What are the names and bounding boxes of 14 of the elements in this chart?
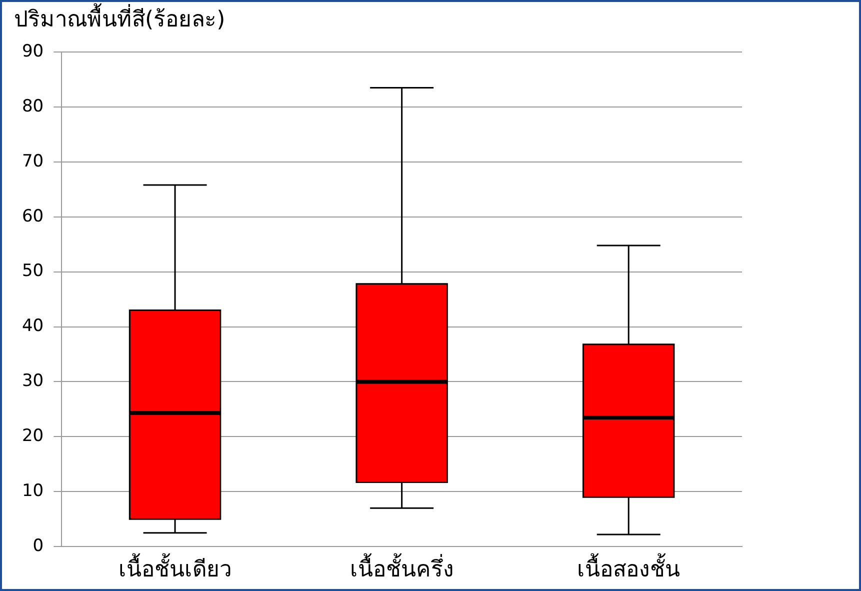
- y-tick-label: 10: [22, 481, 44, 502]
- y-tick-label: 30: [22, 371, 44, 392]
- y-tick-label: 60: [22, 206, 44, 226]
- y-tick-label: 50: [22, 261, 44, 282]
- y-tick-label: 0: [32, 536, 44, 556]
- x-tick-label: เนื้อชั้นเดียว: [118, 554, 232, 583]
- y-tick-label: 70: [22, 151, 44, 172]
- y-tick-label: 90: [22, 41, 44, 62]
- x-tick-label: เนื้อสองชั้น: [577, 554, 680, 583]
- y-tick-label: 80: [22, 96, 44, 116]
- y-axis-title: ปริมาณพื้นที่สี(ร้อยละ): [14, 4, 226, 33]
- y-tick-label: 20: [22, 426, 44, 446]
- x-tick-label: เนื้อชั้นครึ่ง: [350, 554, 454, 583]
- y-tick-label: 40: [22, 316, 44, 336]
